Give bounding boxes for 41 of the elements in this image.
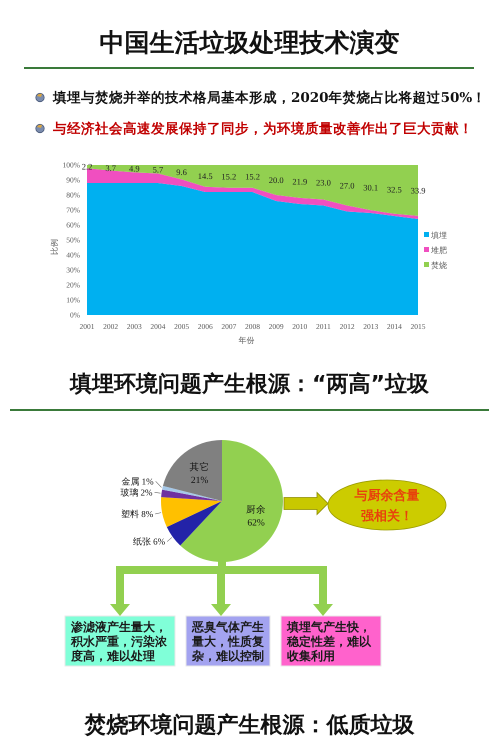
pie-slice — [161, 490, 222, 501]
legend-label: 焚烧 — [431, 261, 447, 270]
data-label: 9.6 — [176, 167, 187, 178]
legend-label: 填埋 — [430, 231, 447, 240]
slice-label: 厨余 — [246, 503, 266, 516]
legend-label: 堆肥 — [430, 246, 447, 255]
data-label: 21% — [190, 476, 208, 486]
chart-title: 中国生活垃圾处理技术演变 — [100, 28, 400, 57]
text: 填埋与焚烧并举的技术格局基本形成，2020年焚烧占比将超过50%！ — [52, 89, 486, 106]
data-label: 15.2 — [221, 171, 236, 182]
data-label: 62% — [247, 518, 265, 528]
slice-label: 其它 — [190, 461, 210, 474]
data-label: 2% — [140, 487, 154, 498]
data-label: 3.7 — [105, 162, 116, 173]
text: 渗滤液产生量大，积水严重，污染浓度高，难以处理 — [70, 620, 168, 663]
slice-label: 纸张 — [133, 536, 152, 548]
pie-slice — [166, 501, 222, 546]
data-label: 5.7 — [152, 164, 164, 174]
text: 与厨余含量强相关！ — [354, 488, 420, 524]
data-label: 6% — [153, 536, 166, 547]
pie-slice — [161, 497, 222, 527]
chart-title: 填埋环境问题产生根源：“两高”垃圾 — [69, 371, 430, 397]
data-label: 2.2 — [82, 162, 92, 172]
data-label: 8% — [141, 508, 154, 519]
pie-slice — [180, 440, 283, 562]
data-label: 15.2 — [245, 171, 260, 182]
data-label: 14.5 — [198, 170, 213, 181]
data-label: 1% — [142, 476, 154, 486]
text: 恶臭气体产生量大，性质复杂，难以控制 — [191, 620, 264, 663]
slice-label: 玻璃 — [120, 487, 139, 498]
slice-label: 金属 — [122, 476, 140, 488]
data-label: 4.9 — [128, 164, 140, 174]
data-label: 20.0 — [268, 175, 284, 185]
pie-slice — [162, 486, 222, 501]
y-axis-title: 比例 — [50, 239, 59, 255]
text: 焚烧环境问题产生根源：低质垃圾 — [84, 712, 416, 738]
text: 填埋气产生快，稳定性差，难以收集利用 — [286, 620, 372, 663]
slice-label: 塑料 — [121, 508, 140, 520]
pie-slice — [162, 440, 222, 501]
x-axis-title: 年份 — [238, 336, 254, 345]
text: 与经济社会高速发展保持了同步，为环境质量改善作出了巨大贡献！ — [52, 120, 473, 137]
